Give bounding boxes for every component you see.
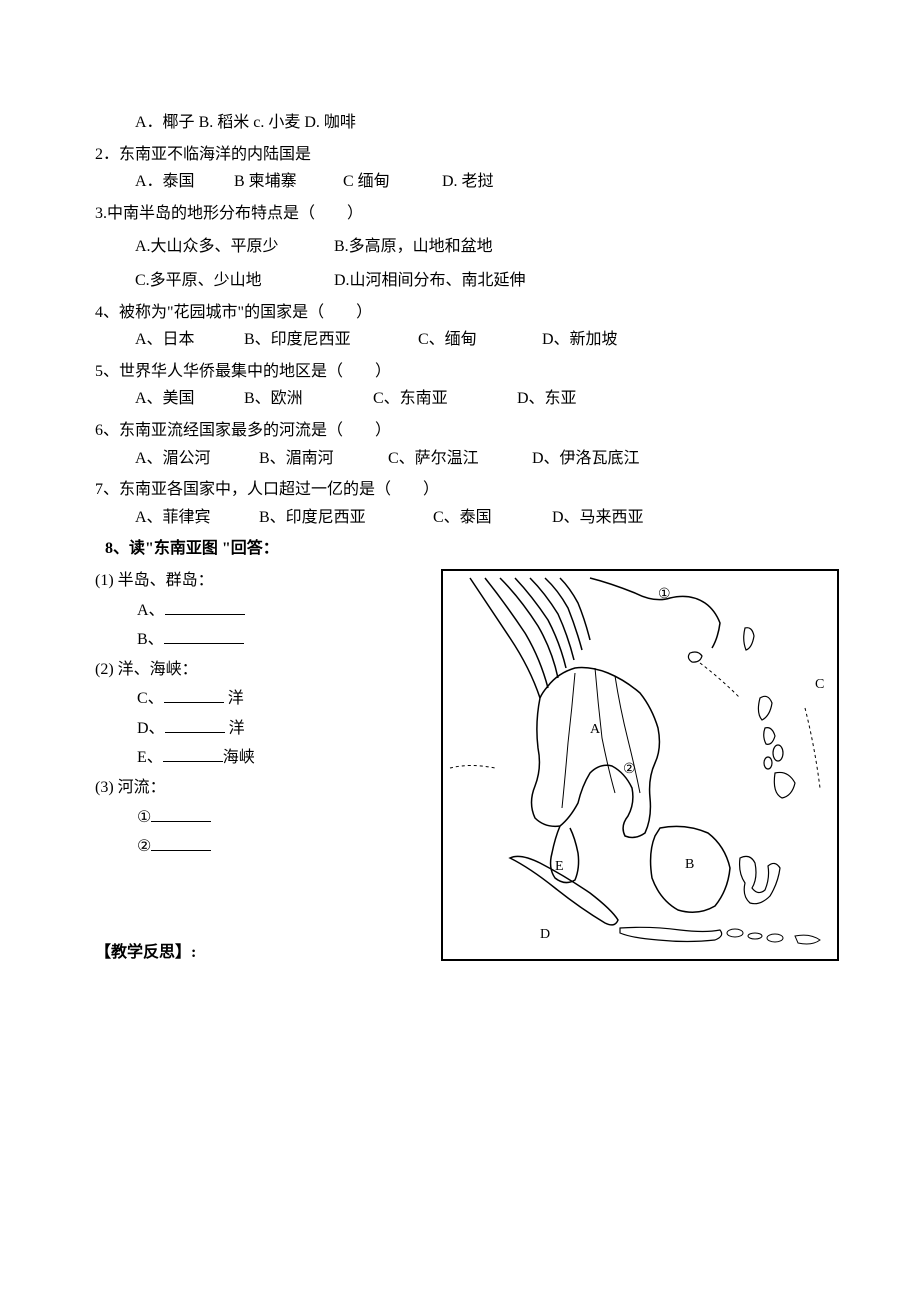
q5-opt-d: D、东亚: [517, 386, 577, 412]
q4-opt-a: A、日本: [135, 327, 240, 353]
question-4: 4、被称为"花园城市"的国家是（ ） A、日本 B、印度尼西亚 C、缅甸 D、新…: [95, 300, 830, 353]
q2-opt-a: A．泰国: [135, 169, 230, 195]
q8-blank-d: D、 洋: [137, 716, 425, 742]
q2-stem: 2．东南亚不临海洋的内陆国是: [95, 142, 830, 168]
q8-blank-a: A、: [137, 598, 425, 624]
map-label-d: D: [540, 927, 550, 942]
q3-opt-c: C.多平原、少山地: [135, 268, 330, 294]
q7-opt-d: D、马来西亚: [552, 505, 644, 531]
q4-opt-b: B、印度尼西亚: [244, 327, 414, 353]
q1-opt-b: B. 稻米: [199, 114, 250, 131]
q5-opt-b: B、欧洲: [244, 386, 369, 412]
question-3: 3.中南半岛的地形分布特点是（ ） A.大山众多、平原少 B.多高原，山地和盆地…: [95, 201, 830, 294]
q1-options: A．椰子 B. 稻米 c. 小麦 D. 咖啡: [95, 110, 830, 136]
map-label-2: ②: [623, 762, 636, 777]
q8-blank-r2: ②: [137, 834, 425, 860]
q1-opt-c: c. 小麦: [253, 114, 300, 131]
q8-sect3: (3) 河流：: [95, 775, 425, 801]
southeast-asia-map: ① ② A B C D E: [440, 568, 840, 963]
question-5: 5、世界华人华侨最集中的地区是（ ） A、美国 B、欧洲 C、东南亚 D、东亚: [95, 359, 830, 412]
q4-opt-c: C、缅甸: [418, 327, 538, 353]
q7-opt-b: B、印度尼西亚: [259, 505, 429, 531]
q8-blank-c: C、 洋: [137, 686, 425, 712]
map-label-a: A: [590, 722, 601, 737]
map-label-e: E: [555, 859, 564, 874]
q8-sect2: (2) 洋、海峡：: [95, 657, 425, 683]
q5-opt-c: C、东南亚: [373, 386, 513, 412]
q7-stem: 7、东南亚各国家中，人口超过一亿的是（ ）: [95, 477, 830, 503]
q8-blank-r1: ①: [137, 805, 425, 831]
map-label-1: ①: [658, 587, 671, 602]
q2-opt-d: D. 老挝: [442, 169, 494, 195]
q3-stem: 3.中南半岛的地形分布特点是（ ）: [95, 201, 830, 227]
q6-opt-c: C、萨尔温江: [388, 446, 528, 472]
blank-line[interactable]: [165, 599, 245, 615]
question-7: 7、东南亚各国家中，人口超过一亿的是（ ） A、菲律宾 B、印度尼西亚 C、泰国…: [95, 477, 830, 530]
q4-stem: 4、被称为"花园城市"的国家是（ ）: [95, 300, 830, 326]
map-svg: ① ② A B C D E: [440, 568, 840, 963]
map-label-c: C: [815, 677, 824, 692]
q5-opt-a: A、美国: [135, 386, 240, 412]
question-8: 8、读"东南亚图 "回答： (1) 半岛、群岛： A、 B、 (2) 洋、海峡：…: [95, 536, 830, 860]
map-label-b: B: [685, 857, 694, 872]
q8-sect1: (1) 半岛、群岛：: [95, 568, 425, 594]
blank-line[interactable]: [163, 746, 223, 762]
question-2: 2．东南亚不临海洋的内陆国是 A．泰国 B 柬埔寨 C 缅甸 D. 老挝: [95, 142, 830, 195]
q6-opt-a: A、湄公河: [135, 446, 255, 472]
question-6: 6、东南亚流经国家最多的河流是（ ） A、湄公河 B、湄南河 C、萨尔温江 D、…: [95, 418, 830, 471]
q2-opt-c: C 缅甸: [343, 169, 438, 195]
blank-line[interactable]: [151, 835, 211, 851]
q8-blank-b: B、: [137, 627, 425, 653]
q1-opt-a: A．椰子: [135, 114, 195, 131]
blank-line[interactable]: [151, 806, 211, 822]
fill-in-section: (1) 半岛、群岛： A、 B、 (2) 洋、海峡： C、 洋 D、 洋 E、海…: [95, 568, 425, 860]
q8-title: 8、读"东南亚图 "回答：: [105, 536, 830, 562]
q1-opt-d: D. 咖啡: [304, 114, 356, 131]
q7-opt-a: A、菲律宾: [135, 505, 255, 531]
q7-opt-c: C、泰国: [433, 505, 548, 531]
q5-stem: 5、世界华人华侨最集中的地区是（ ）: [95, 359, 830, 385]
q6-opt-d: D、伊洛瓦底江: [532, 446, 640, 472]
q3-opt-b: B.多高原，山地和盆地: [334, 234, 493, 260]
blank-line[interactable]: [165, 717, 225, 733]
blank-line[interactable]: [164, 628, 244, 644]
q8-blank-e: E、海峡: [137, 745, 425, 771]
blank-line[interactable]: [164, 687, 224, 703]
q6-opt-b: B、湄南河: [259, 446, 384, 472]
q6-stem: 6、东南亚流经国家最多的河流是（ ）: [95, 418, 830, 444]
q2-opt-b: B 柬埔寨: [234, 169, 339, 195]
q3-opt-a: A.大山众多、平原少: [135, 234, 330, 260]
q4-opt-d: D、新加坡: [542, 327, 618, 353]
q3-opt-d: D.山河相间分布、南北延伸: [334, 268, 526, 294]
